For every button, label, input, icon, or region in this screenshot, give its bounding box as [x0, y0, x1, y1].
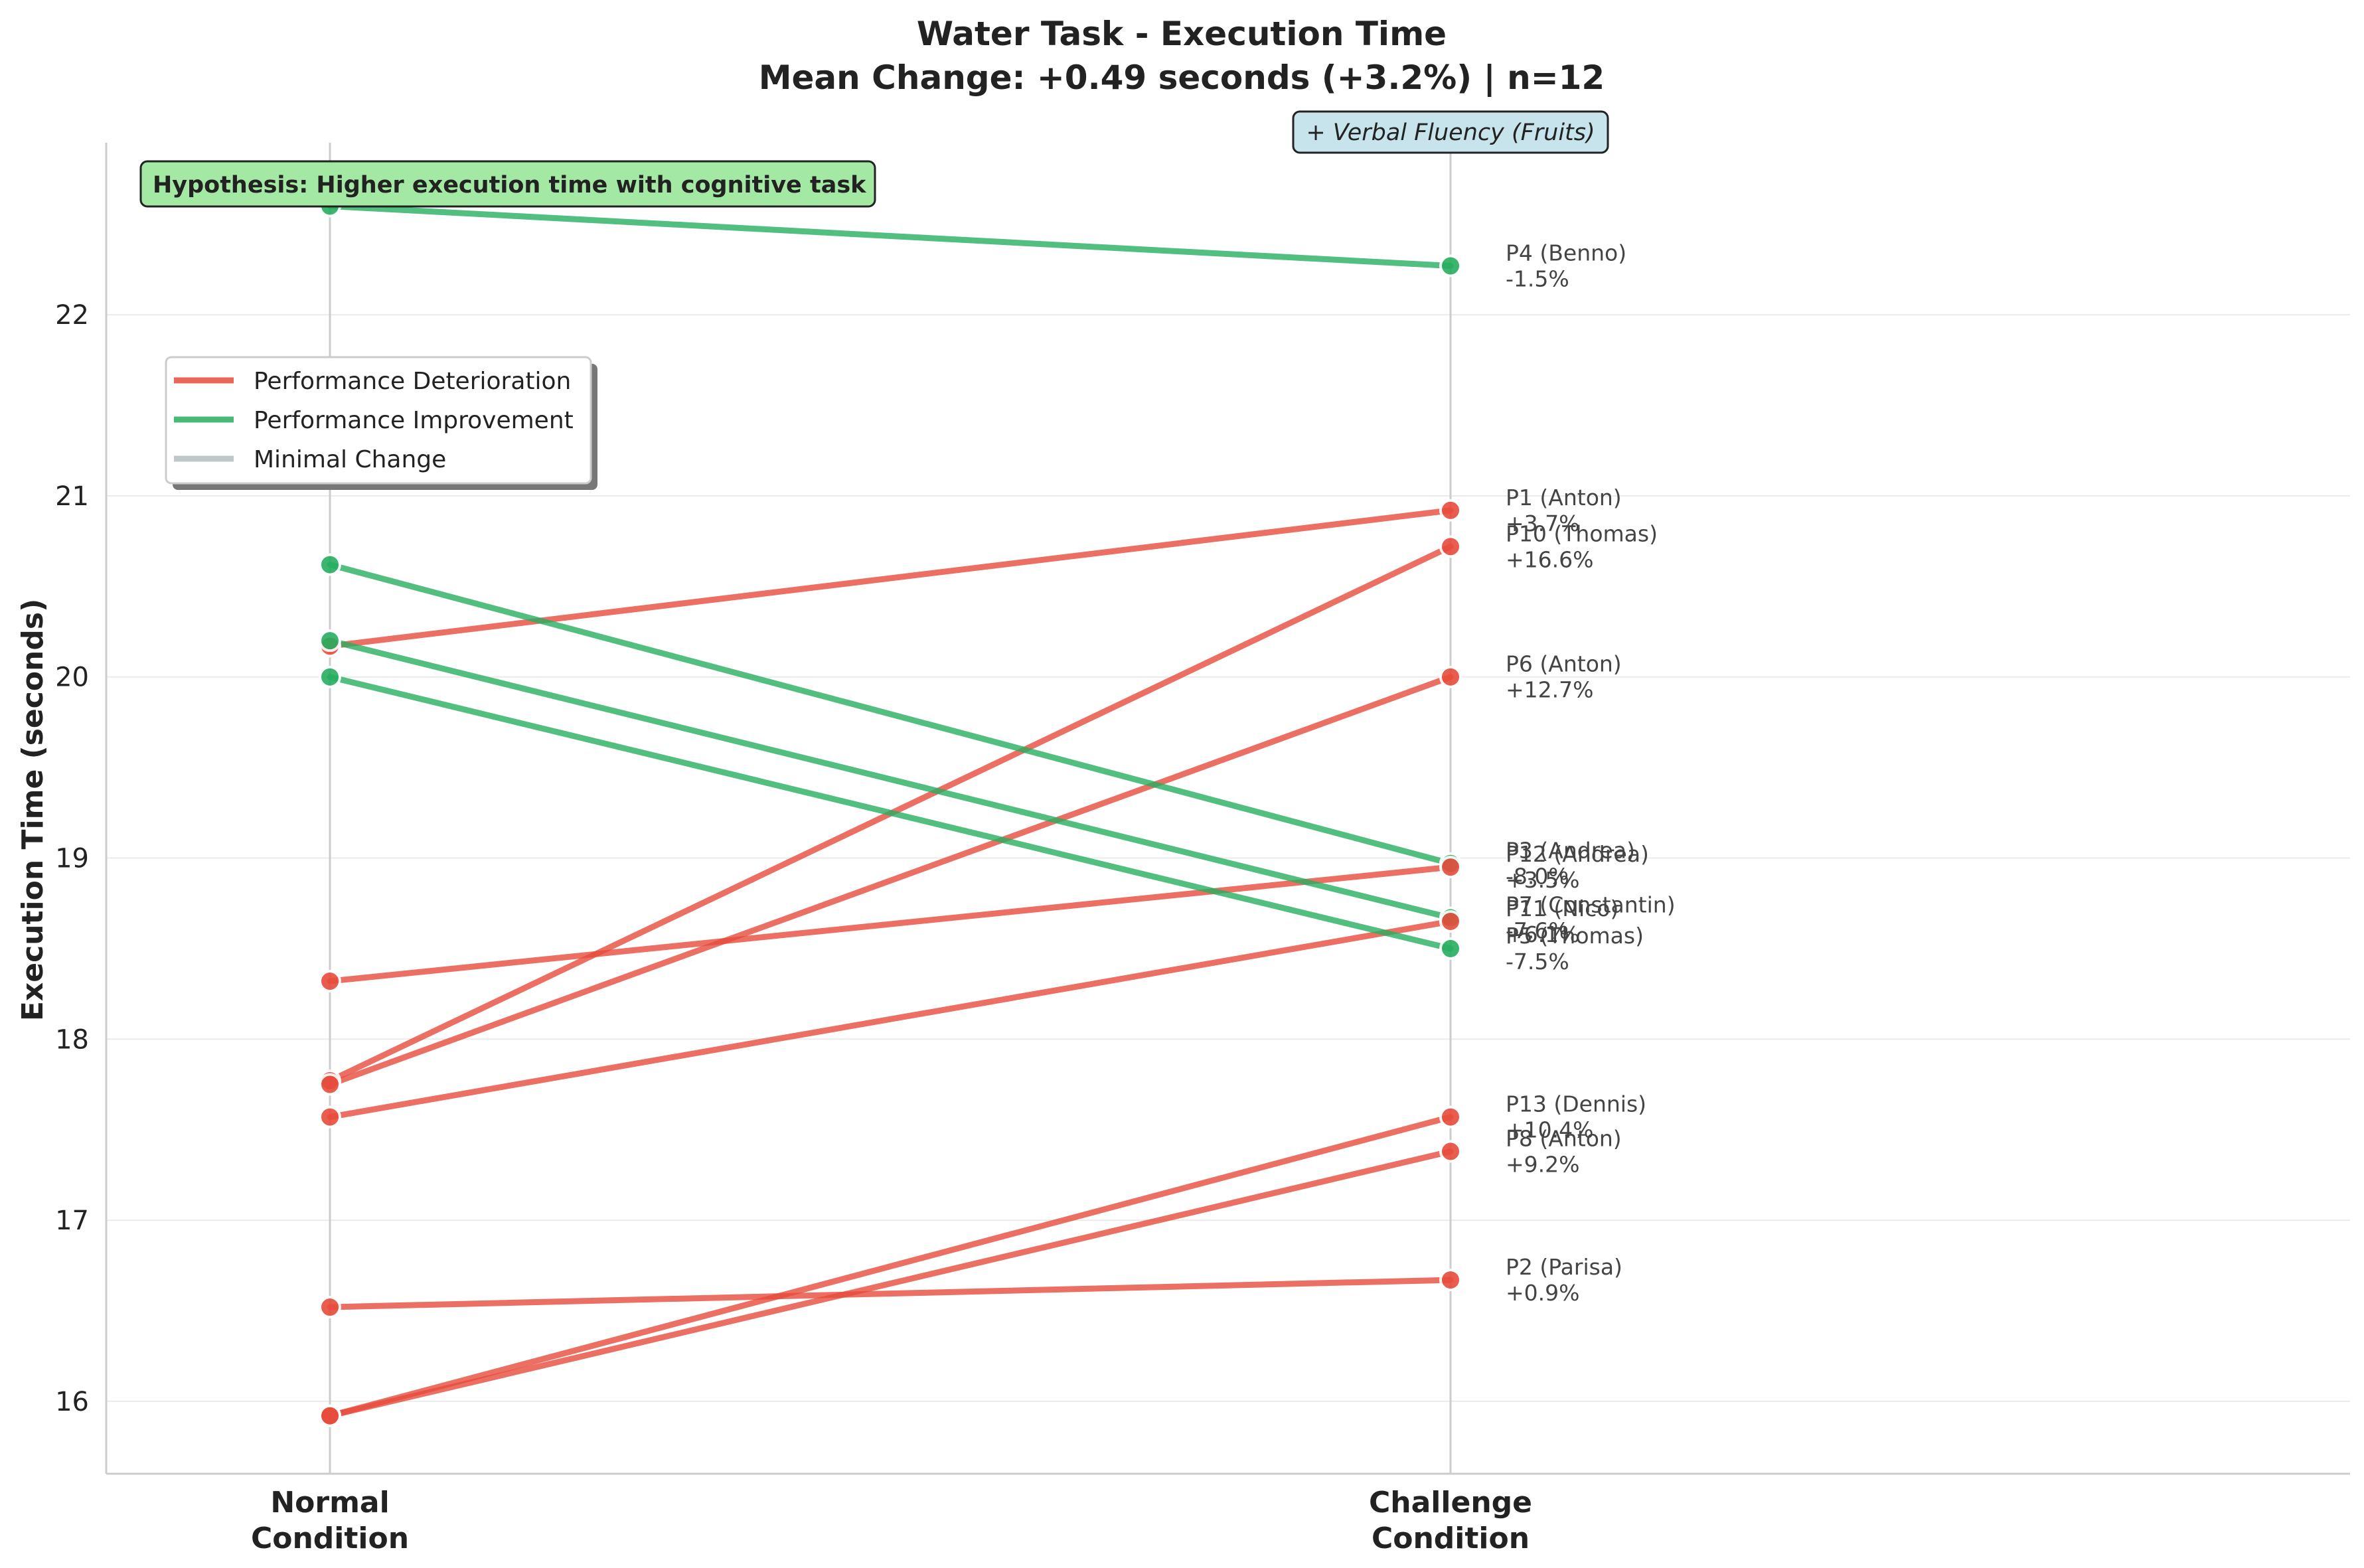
x-tick-labels: Normal Condition Challenge Condition	[251, 1486, 1532, 1555]
series-name-label: P3 (Andrea)	[1506, 838, 1635, 864]
point-normal	[319, 1105, 341, 1129]
point-normal	[319, 1296, 341, 1319]
series-line	[327, 1148, 1454, 1419]
series-change-label: +10.4%	[1506, 1117, 1593, 1143]
series-lines	[327, 202, 1454, 1419]
point-normal	[319, 1404, 341, 1427]
series-name-label: P2 (Parisa)	[1506, 1254, 1622, 1280]
point-normal	[319, 629, 341, 653]
series-name-label: P10 (Thomas)	[1506, 520, 1658, 546]
point-normal	[319, 970, 341, 993]
hypothesis-annotation: Hypothesis: Higher execution time with c…	[139, 160, 876, 208]
series-line	[327, 1277, 1454, 1310]
series-line	[327, 1114, 1454, 1419]
series-line	[327, 674, 1454, 952]
series-name-label: P4 (Benno)	[1506, 240, 1626, 266]
series-name-label: P1 (Anton)	[1506, 485, 1622, 510]
point-challenge	[1439, 1105, 1462, 1129]
y-tick-labels: 16 17 18 19 20 21 22	[55, 300, 89, 1417]
legend-label-minimal: Minimal Change	[254, 446, 446, 473]
series-line	[327, 562, 1454, 867]
series-name-label: P12 (Andrea)	[1506, 841, 1649, 867]
y-tick-label: 18	[55, 1024, 89, 1055]
series-points	[319, 195, 1462, 1427]
y-tick-label: 22	[55, 300, 89, 331]
series-change-label: +6.1%	[1506, 921, 1580, 947]
point-challenge	[1439, 937, 1462, 960]
series-change-label: +3.7%	[1506, 510, 1580, 536]
series-name-label: P6 (Anton)	[1506, 651, 1622, 677]
y-tick-label: 16	[55, 1387, 89, 1417]
y-tick-label: 21	[55, 481, 89, 512]
chart-title: Water Task - Execution Time	[917, 15, 1447, 53]
legend-frame	[165, 356, 592, 485]
series-change-label: -1.5%	[1506, 266, 1569, 291]
point-normal	[319, 665, 341, 688]
series-change-label: -8.0%	[1506, 864, 1569, 890]
series-name-label: P13 (Dennis)	[1506, 1091, 1646, 1117]
series-line	[327, 674, 1454, 1088]
hypothesis-text: Hypothesis: Higher execution time with c…	[153, 172, 866, 198]
series-name-label: P5 (Thomas)	[1506, 923, 1644, 949]
series-name-label: P7 (Constantin)	[1506, 892, 1676, 918]
point-challenge	[1439, 1140, 1462, 1163]
point-normal	[319, 553, 341, 576]
series-change-label: -7.5%	[1506, 949, 1569, 975]
series-labels: P4 (Benno)-1.5% P1 (Anton)+3.7%P10 (Thoma…	[1506, 240, 1676, 1306]
point-challenge	[1439, 665, 1462, 688]
point-challenge	[1439, 254, 1462, 277]
series-change-label: +9.2%	[1506, 1151, 1580, 1177]
legend: Performance Deterioration Performance Im…	[165, 356, 597, 490]
series-name-label: P8 (Anton)	[1506, 1125, 1622, 1151]
point-challenge	[1439, 909, 1462, 933]
series-line	[327, 918, 1454, 1121]
y-tick-label: 20	[55, 663, 89, 693]
y-tick-label: 19	[55, 844, 89, 874]
point-normal	[319, 1073, 341, 1096]
hypothesis-box	[139, 160, 876, 208]
y-axis-label: Execution Time (seconds)	[16, 599, 50, 1021]
legend-label-improvement: Performance Improvement	[254, 407, 574, 434]
series-line	[327, 864, 1454, 984]
point-challenge	[1439, 535, 1462, 558]
series-change-label: -7.6%	[1506, 918, 1569, 944]
challenge-note-annotation: + Verbal Fluency (Fruits)	[1292, 110, 1609, 154]
series-name-label: P11 (Nico)	[1506, 896, 1618, 921]
axes	[105, 143, 2350, 1475]
series-change-label: +12.7%	[1506, 677, 1593, 703]
series-line	[327, 507, 1454, 649]
x-tick-label: Normal Condition	[251, 1486, 409, 1555]
point-challenge	[1439, 499, 1462, 522]
x-tick-label: Challenge Condition	[1369, 1486, 1532, 1555]
point-challenge	[1439, 856, 1462, 879]
point-challenge	[1439, 1269, 1462, 1292]
series-change-label: +0.9%	[1506, 1280, 1580, 1306]
challenge-note-text: + Verbal Fluency (Fruits)	[1306, 119, 1595, 146]
series-change-label: +16.6%	[1506, 546, 1593, 572]
chart-subtitle: Mean Change: +0.49 seconds (+3.2%) | n=1…	[759, 58, 1605, 97]
y-tick-label: 17	[55, 1206, 89, 1236]
series-change-label: +3.5%	[1506, 867, 1580, 893]
legend-label-deterioration: Performance Deterioration	[254, 368, 571, 395]
series-line	[327, 202, 1454, 269]
challenge-note-box	[1292, 110, 1609, 154]
series-line	[327, 637, 1454, 921]
